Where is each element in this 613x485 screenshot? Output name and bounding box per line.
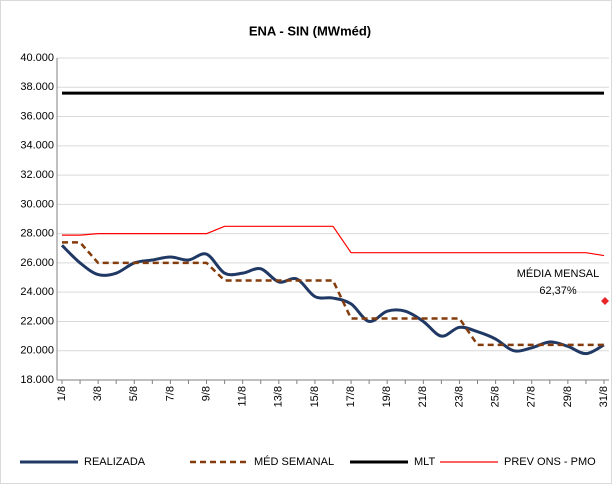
y-tick-label: 36.000 (20, 110, 54, 122)
legend-label: PREV ONS - PMO (504, 456, 596, 468)
y-tick-label: 30.000 (20, 198, 54, 210)
x-tick-label: 19/8 (381, 386, 393, 407)
x-tick-label: 9/8 (200, 386, 212, 401)
y-tick-label: 26.000 (20, 257, 54, 269)
y-tick-label: 20.000 (20, 345, 54, 357)
y-tick-label: 38.000 (20, 81, 54, 93)
x-tick-label: 21/8 (417, 386, 429, 407)
x-tick-label: 23/8 (453, 386, 465, 407)
chart-title: ENA - SIN (MWméd) (249, 23, 371, 38)
y-tick-label: 24.000 (20, 286, 54, 298)
legend-label: REALIZADA (84, 456, 146, 468)
y-tick-label: 28.000 (20, 228, 54, 240)
x-tick-label: 11/8 (237, 386, 249, 407)
legend-label: MLT (414, 456, 435, 468)
annotation-marker (601, 296, 609, 305)
y-tick-label: 34.000 (20, 140, 54, 152)
series-line (60, 244, 605, 356)
y-tick-label: 32.000 (20, 169, 54, 181)
series-line (62, 225, 605, 257)
x-tick-label: 15/8 (309, 386, 321, 407)
y-tick-label: 18.000 (20, 374, 54, 386)
x-tick-label: 17/8 (345, 386, 357, 407)
x-tick-label: 29/8 (562, 386, 574, 407)
y-tick-label: 40.000 (20, 52, 54, 64)
x-tick-label: 3/8 (92, 386, 104, 401)
x-tick-label: 13/8 (273, 386, 285, 407)
x-tick-label: 25/8 (490, 386, 502, 407)
x-tick-label: 7/8 (164, 386, 176, 401)
y-tick-label: 22.000 (20, 315, 54, 327)
annotation-text: MÉDIA MENSAL (517, 267, 600, 280)
x-tick-label: 5/8 (128, 386, 140, 401)
x-tick-label: 1/8 (56, 386, 68, 401)
x-tick-label: 27/8 (526, 386, 538, 407)
series-line (62, 241, 604, 347)
x-tick-label: 31/8 (598, 386, 610, 407)
annotation-text: 62,37% (539, 285, 577, 297)
legend-label: MÉD SEMANAL (254, 455, 334, 468)
